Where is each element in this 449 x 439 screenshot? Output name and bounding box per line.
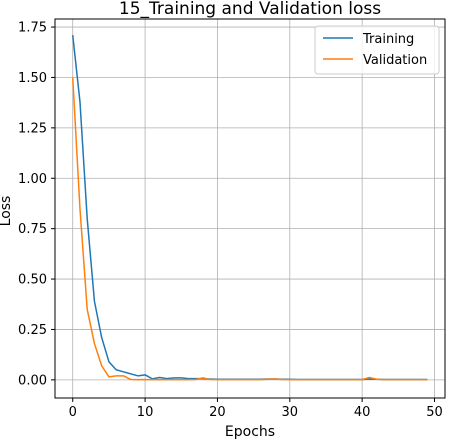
y-tick-label: 1.00: [18, 172, 47, 187]
axis-ticks: 0 10 20 30 40 50 0.00 0.25 0.50 0.75 1.00 1.25 1.50 1…: [18, 21, 443, 420]
y-tick-label: 0.50: [18, 273, 47, 288]
y-tick-label: 1.75: [18, 21, 47, 36]
x-tick-label: 10: [137, 405, 154, 420]
y-tick-label: 0.25: [18, 323, 47, 338]
y-tick-label: 0.75: [18, 222, 47, 237]
legend-label-training: Training: [362, 32, 414, 47]
legend-label-validation: Validation: [363, 53, 427, 68]
x-axis-label: Epochs: [225, 424, 275, 439]
legend: Training Validation: [314, 25, 440, 75]
series-line-validation: [71, 77, 428, 381]
x-tick-label: 0: [69, 405, 77, 420]
plot-frame: [54, 18, 446, 399]
x-tick-label: 20: [209, 405, 226, 420]
chart-title: 15_Training and Validation loss: [119, 0, 381, 19]
grid-lines: [55, 19, 445, 398]
y-tick-label: 1.50: [18, 71, 47, 86]
y-tick-label: 0.00: [18, 373, 47, 388]
y-axis-label: Loss: [0, 196, 14, 227]
series-lines: [71, 35, 428, 381]
x-tick-label: 30: [282, 405, 299, 420]
x-tick-label: 50: [426, 405, 443, 420]
x-tick-label: 40: [354, 405, 371, 420]
y-tick-label: 1.25: [18, 121, 47, 136]
series-line-training: [71, 35, 428, 381]
